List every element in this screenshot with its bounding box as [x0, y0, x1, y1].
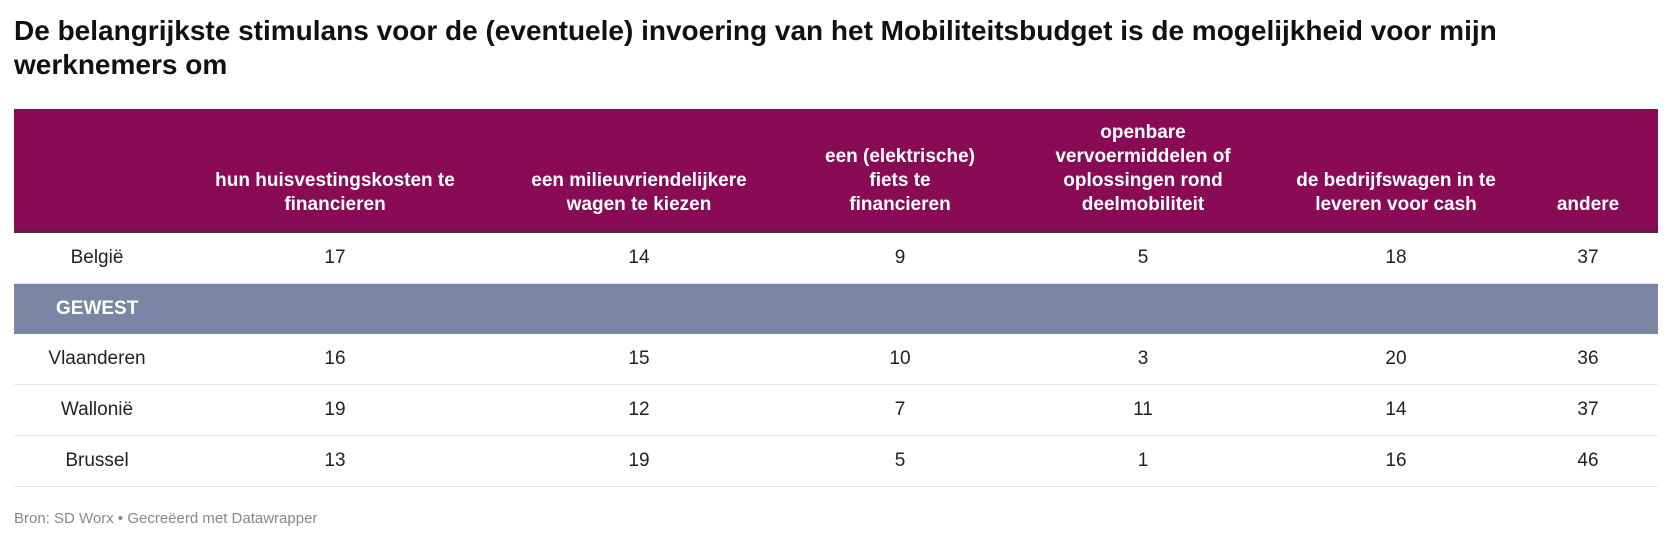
- data-row: Vlaanderen 16 15 10 3 20 36: [14, 334, 1658, 385]
- cell: 46: [1518, 435, 1658, 487]
- cell: 13: [180, 435, 490, 487]
- row-label: Vlaanderen: [14, 334, 180, 385]
- header-cell: andere: [1518, 109, 1658, 233]
- header-text: de bedrijfswagen in te leveren voor cash: [1296, 170, 1496, 215]
- table: hun huisvestingskosten te financieren een…: [14, 109, 1658, 487]
- header-text: een milieuvriendelijkere wagen te kiezen: [531, 170, 747, 215]
- cell: 19: [180, 384, 490, 436]
- cell: 16: [180, 334, 490, 385]
- cell: 7: [788, 384, 1012, 436]
- header-row: hun huisvestingskosten te financieren een…: [14, 109, 1658, 233]
- data-row: Brussel 13 19 5 1 16 46: [14, 435, 1658, 487]
- group-row: GEWEST: [14, 283, 1658, 334]
- cell: 37: [1518, 384, 1658, 436]
- header-text: hun huisvestingskosten te financieren: [215, 170, 455, 215]
- cell: 9: [788, 232, 1012, 284]
- cell: 14: [490, 232, 788, 284]
- group-label: GEWEST: [14, 283, 1658, 334]
- row-label: België: [14, 232, 180, 284]
- cell: 18: [1274, 232, 1518, 284]
- cell: 37: [1518, 232, 1658, 284]
- cell: 10: [788, 334, 1012, 385]
- header-cell: een (elektrische) fiets te financieren: [788, 109, 1012, 233]
- row-label: Brussel: [14, 435, 180, 487]
- cell: 5: [788, 435, 1012, 487]
- header-text: openbare vervoermiddelen of oplossingen …: [1055, 122, 1231, 215]
- cell: 5: [1012, 232, 1274, 284]
- cell: 14: [1274, 384, 1518, 436]
- cell: 1: [1012, 435, 1274, 487]
- header-cell: [14, 109, 180, 233]
- row-label: Wallonië: [14, 384, 180, 436]
- cell: 12: [490, 384, 788, 436]
- title: De belangrijkste stimulans voor de (even…: [14, 15, 1497, 80]
- cell: 3: [1012, 334, 1274, 385]
- header-cell: openbare vervoermiddelen of oplossingen …: [1012, 109, 1274, 233]
- header-cell: hun huisvestingskosten te financieren: [180, 109, 490, 233]
- header-cell: een milieuvriendelijkere wagen te kiezen: [490, 109, 788, 233]
- header-text: andere: [1556, 194, 1620, 215]
- header-text: een (elektrische) fiets te financieren: [825, 146, 975, 215]
- cell: 20: [1274, 334, 1518, 385]
- cell: 36: [1518, 334, 1658, 385]
- header-cell: de bedrijfswagen in te leveren voor cash: [1274, 109, 1518, 233]
- cell: 16: [1274, 435, 1518, 487]
- data-row: België 17 14 9 5 18 37: [14, 232, 1658, 284]
- cell: 15: [490, 334, 788, 385]
- cell: 11: [1012, 384, 1274, 436]
- cell: 17: [180, 232, 490, 284]
- cell: 19: [490, 435, 788, 487]
- footer: Bron: SD Worx • Gecreëerd met Datawrappe…: [14, 510, 318, 527]
- data-row: Wallonië 19 12 7 11 14 37: [14, 384, 1658, 436]
